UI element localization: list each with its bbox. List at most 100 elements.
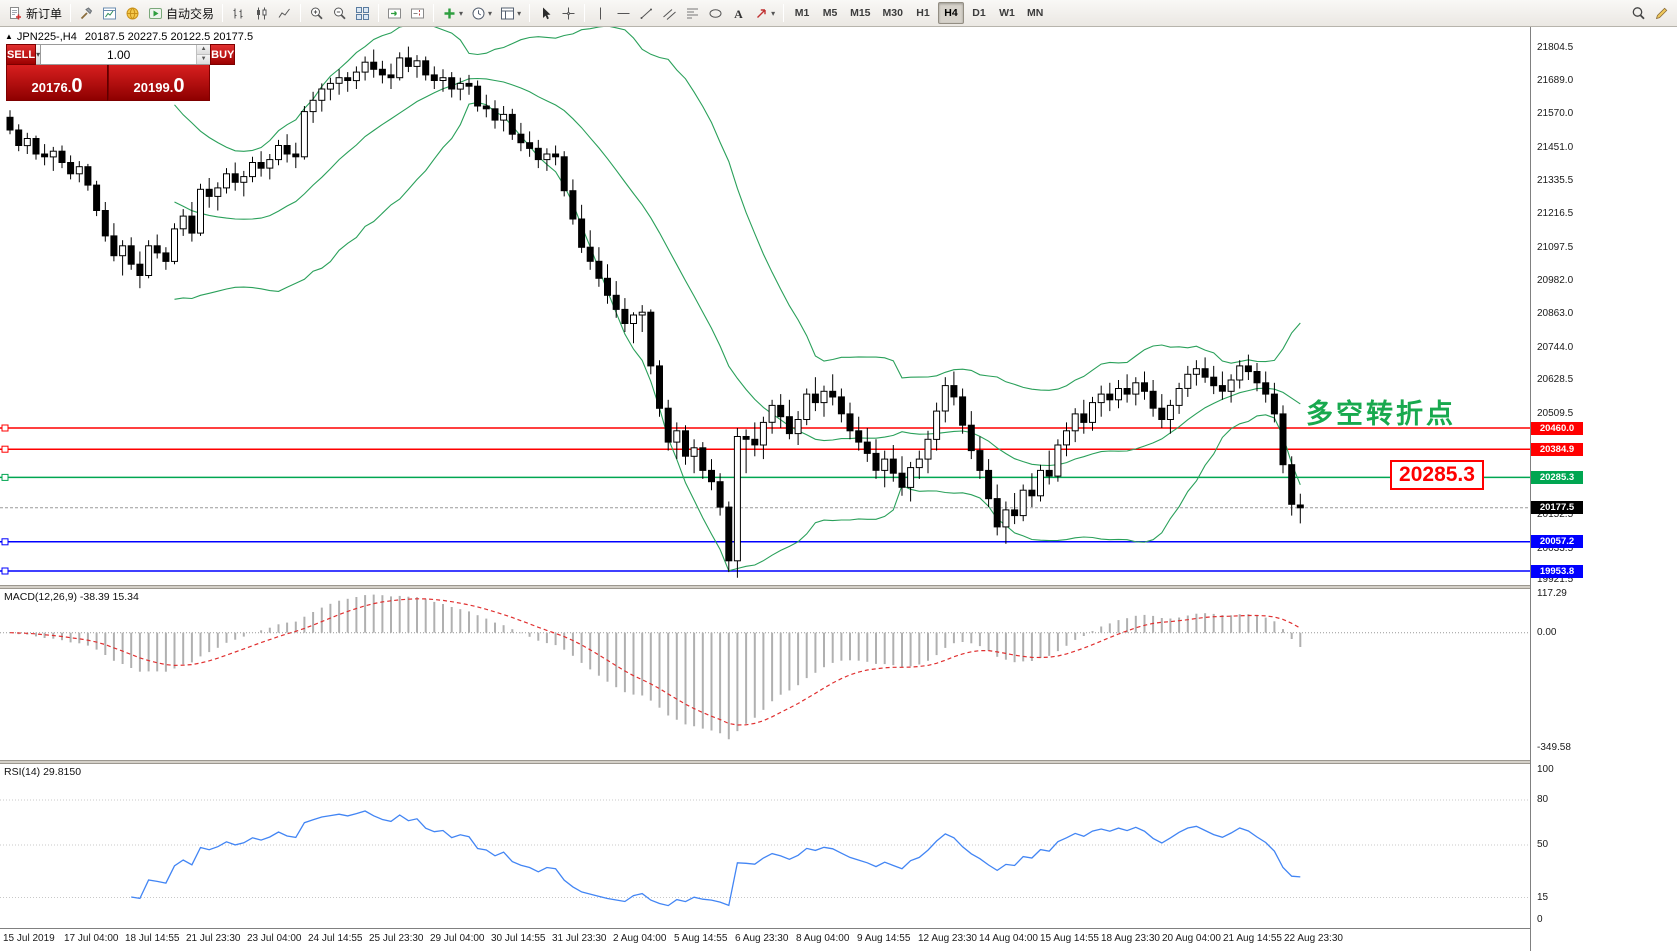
- oct-sell-price[interactable]: 20176. 0: [6, 65, 108, 101]
- tf-h4-button[interactable]: H4: [937, 2, 964, 24]
- time-label: 6 Aug 23:30: [735, 933, 789, 944]
- horizontal-line-button[interactable]: [612, 2, 635, 24]
- tf-mn-button[interactable]: MN: [1026, 7, 1044, 19]
- tf-w1-button[interactable]: W1: [999, 7, 1015, 19]
- arrow-objects-button[interactable]: ▾: [750, 2, 779, 24]
- trendline-button[interactable]: [635, 2, 658, 24]
- line-chart-icon: [278, 8, 290, 18]
- macd-scale-tick: 0.00: [1537, 626, 1557, 638]
- vertical-line-button[interactable]: [589, 2, 612, 24]
- cursor-icon: [543, 7, 551, 19]
- price-level-badge: 20384.9: [1531, 442, 1583, 456]
- macd-pane[interactable]: [0, 589, 1530, 760]
- time-label: 8 Aug 04:00: [796, 933, 850, 944]
- price-level-badge: 20057.2: [1531, 535, 1583, 549]
- shapes-button[interactable]: [704, 2, 727, 24]
- crosshair-button[interactable]: [557, 2, 580, 24]
- price-scale-tick: 20152.5: [1537, 508, 1574, 520]
- channel-icon: [663, 8, 676, 20]
- time-axis[interactable]: 15 Jul 2019 17 Jul 04:00 18 Jul 14:55 21 Ju…: [0, 928, 1530, 951]
- time-label: 23 Jul 04:00: [247, 933, 302, 944]
- rsi-scale-tick: 15: [1537, 891, 1549, 903]
- text-icon: A: [734, 7, 743, 21]
- volume-up-button[interactable]: ▲: [197, 45, 211, 55]
- auto-scroll-button[interactable]: [383, 2, 406, 24]
- tf-m1-button[interactable]: M1: [794, 7, 810, 19]
- price-scale-tick: 20982.0: [1537, 274, 1574, 286]
- new-order-button[interactable]: 新订单: [4, 2, 66, 24]
- tf-h1-button[interactable]: H1: [916, 7, 930, 19]
- tf-m30-button[interactable]: M30: [882, 7, 903, 19]
- new-order-button-label: 新订单: [26, 6, 63, 21]
- rsi-scale-tick: 0: [1537, 914, 1543, 925]
- line-chart-button[interactable]: [273, 2, 296, 24]
- pane-separator[interactable]: [0, 760, 1677, 764]
- volume-input[interactable]: [41, 45, 197, 64]
- toolbar-separator: [222, 4, 224, 22]
- community-icon: [126, 7, 139, 19]
- pane-separator[interactable]: [0, 585, 1677, 589]
- price-level-badge: 20460.0: [1531, 421, 1583, 435]
- price-digits: 20199.: [133, 80, 174, 95]
- time-label: 12 Aug 23:30: [918, 933, 977, 944]
- collapse-arrow-icon[interactable]: ▲: [5, 32, 13, 41]
- toolbar-separator: [378, 4, 380, 22]
- time-label: 22 Aug 23:30: [1284, 933, 1343, 944]
- volume-down-button[interactable]: ▼: [197, 55, 211, 64]
- macd-scale-tick: 117.29: [1537, 588, 1567, 599]
- chart-ohlc: 20187.5 20227.5 20122.5 20177.5: [84, 31, 254, 43]
- indicators-button[interactable]: ▾: [438, 2, 467, 24]
- search-button[interactable]: [1627, 2, 1650, 24]
- bar-chart-button[interactable]: [227, 2, 250, 24]
- oct-buy-button[interactable]: BUY: [210, 44, 236, 65]
- zoom-out-button[interactable]: [328, 2, 351, 24]
- clock-icon: [472, 7, 485, 19]
- time-label: 2 Aug 04:00: [613, 933, 667, 944]
- quick-edit-button[interactable]: [1650, 2, 1673, 24]
- shapes-icon: [709, 8, 722, 18]
- new-order-icon: [10, 6, 21, 19]
- templates-button[interactable]: ▾: [496, 2, 525, 24]
- tools-button[interactable]: [75, 2, 98, 24]
- turning-point-annotation[interactable]: 多空转折点: [1306, 399, 1456, 429]
- oct-buy-price[interactable]: 20199. 0: [108, 65, 210, 101]
- price-scale-tick: 20509.5: [1537, 408, 1574, 419]
- price-big-digit: 0: [71, 75, 83, 97]
- market-watch-button[interactable]: [98, 2, 121, 24]
- rsi-pane[interactable]: [0, 764, 1530, 928]
- tf-m15-button[interactable]: M15: [850, 7, 871, 19]
- level-callout-annotation[interactable]: 20285.3: [1390, 460, 1484, 490]
- channel-button[interactable]: [658, 2, 681, 24]
- oct-volume-box: ▲ ▼: [41, 44, 211, 65]
- caret-down-icon: ▾: [488, 8, 493, 18]
- periods-button[interactable]: ▾: [467, 2, 496, 24]
- oct-mode-dropdown[interactable]: ▾: [36, 44, 42, 65]
- tf-d1-button[interactable]: D1: [972, 7, 986, 19]
- zoom-in-button[interactable]: [305, 2, 328, 24]
- bar-chart-icon: [233, 8, 243, 18]
- time-label: 21 Aug 14:55: [1223, 933, 1282, 944]
- cursor-button[interactable]: [534, 2, 557, 24]
- chart-window-icon: [103, 7, 117, 19]
- rsi-label: RSI(14) 29.8150: [4, 766, 82, 778]
- edit-icon: [1655, 7, 1668, 19]
- hline-icon: [617, 12, 630, 14]
- search-icon: [1632, 6, 1645, 19]
- candlestick-icon: [257, 7, 267, 19]
- tile-windows-button[interactable]: [351, 2, 374, 24]
- price-scale-tick: 21335.5: [1537, 174, 1574, 186]
- chart-shift-button[interactable]: [406, 2, 429, 24]
- candlestick-button[interactable]: [250, 2, 273, 24]
- community-button[interactable]: [121, 2, 144, 24]
- toolbar: 新订单 自动交易 ▾ ▾ ▾ A ▾ M1 M5 M15 M30 H1 H4 D1 W1 MN: [0, 0, 1677, 27]
- toolbar-separator: [433, 4, 435, 22]
- fibonacci-button[interactable]: [681, 2, 704, 24]
- price-chart[interactable]: [0, 27, 1530, 585]
- oct-sell-button[interactable]: SELL: [6, 44, 37, 65]
- text-button[interactable]: A: [727, 2, 750, 24]
- price-scale[interactable]: 21804.5 21689.0 21570.0 21451.0 21335.5 21216…: [1530, 27, 1677, 951]
- chart-header: ▲ JPN225-,H4 20187.5 20227.5 20122.5 20177…: [5, 31, 253, 43]
- autotrading-button[interactable]: 自动交易: [144, 2, 218, 24]
- tf-m5-button[interactable]: M5: [822, 7, 838, 19]
